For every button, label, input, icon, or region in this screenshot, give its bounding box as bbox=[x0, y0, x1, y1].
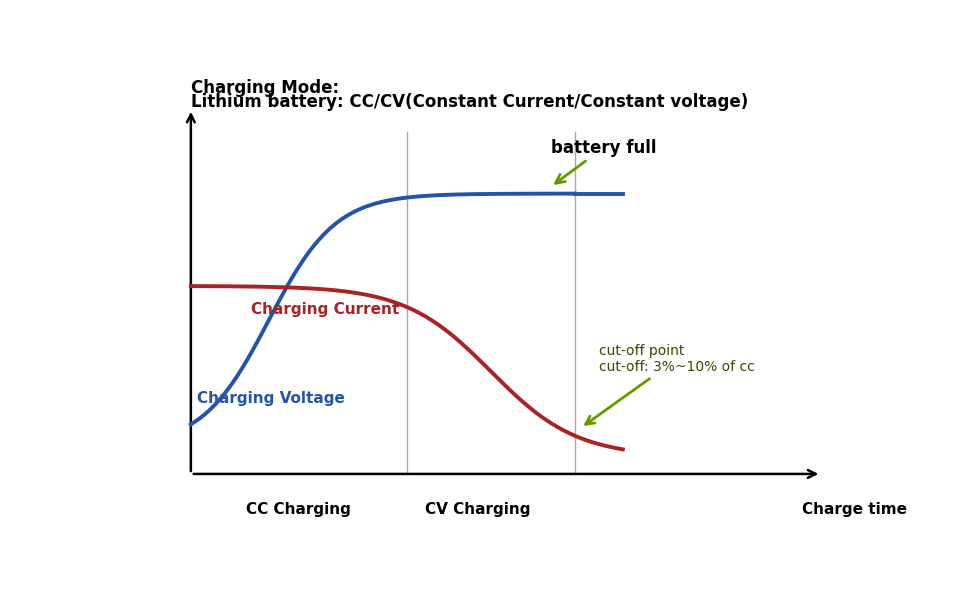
Text: Charging Current: Charging Current bbox=[251, 302, 399, 317]
Text: Lithium battery: CC/CV(Constant Current/Constant voltage): Lithium battery: CC/CV(Constant Current/… bbox=[191, 93, 748, 111]
Text: CC Charging: CC Charging bbox=[246, 502, 351, 517]
Text: Charging Voltage: Charging Voltage bbox=[197, 391, 345, 406]
Text: battery full: battery full bbox=[551, 139, 657, 183]
Text: Charge time: Charge time bbox=[803, 502, 907, 517]
Text: CV Charging: CV Charging bbox=[425, 502, 530, 517]
Text: Charging Mode:: Charging Mode: bbox=[191, 79, 339, 97]
Text: cut-off point
cut-off: 3%~10% of cc: cut-off point cut-off: 3%~10% of cc bbox=[586, 344, 755, 424]
